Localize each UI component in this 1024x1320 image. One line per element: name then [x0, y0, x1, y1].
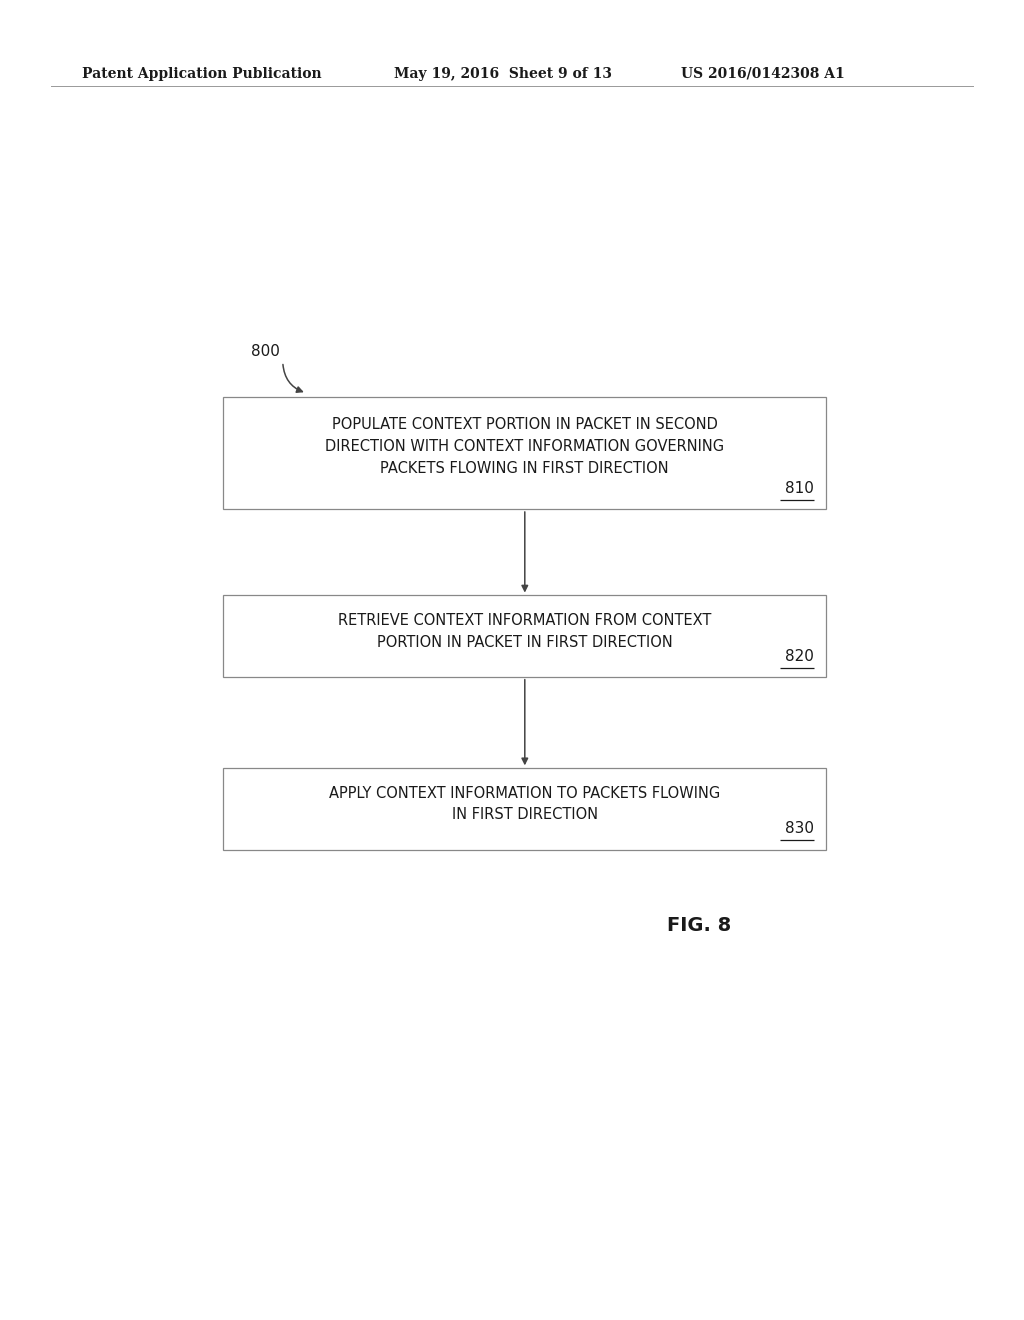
Text: POPULATE CONTEXT PORTION IN PACKET IN SECOND
DIRECTION WITH CONTEXT INFORMATION : POPULATE CONTEXT PORTION IN PACKET IN SE…: [326, 417, 724, 475]
Text: May 19, 2016  Sheet 9 of 13: May 19, 2016 Sheet 9 of 13: [394, 67, 612, 81]
Text: 810: 810: [784, 480, 814, 496]
Text: FIG. 8: FIG. 8: [668, 916, 731, 936]
Bar: [223, 595, 826, 677]
Text: 800: 800: [251, 345, 280, 359]
Text: APPLY CONTEXT INFORMATION TO PACKETS FLOWING
IN FIRST DIRECTION: APPLY CONTEXT INFORMATION TO PACKETS FLO…: [329, 785, 721, 822]
Text: US 2016/0142308 A1: US 2016/0142308 A1: [681, 67, 845, 81]
Text: 830: 830: [784, 821, 814, 837]
Text: RETRIEVE CONTEXT INFORMATION FROM CONTEXT
PORTION IN PACKET IN FIRST DIRECTION: RETRIEVE CONTEXT INFORMATION FROM CONTEX…: [338, 612, 712, 649]
Bar: [223, 397, 826, 510]
Text: Patent Application Publication: Patent Application Publication: [82, 67, 322, 81]
Bar: [223, 768, 826, 850]
Text: 820: 820: [784, 648, 814, 664]
